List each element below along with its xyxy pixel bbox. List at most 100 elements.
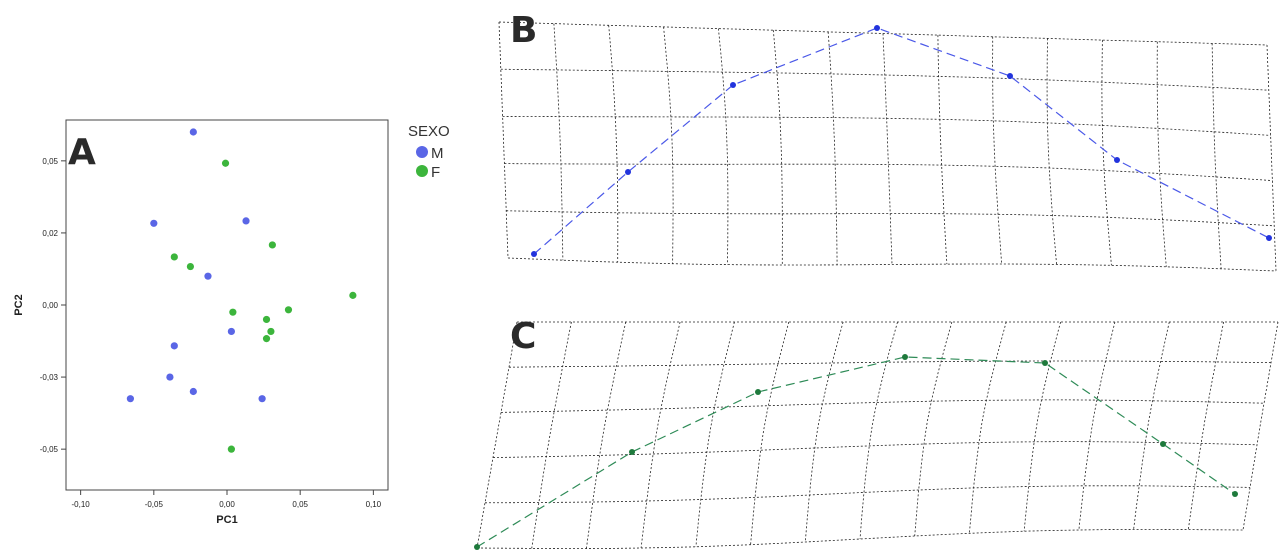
- grid-line: [804, 321, 844, 543]
- x-tick-label: -0,10: [72, 500, 91, 509]
- x-tick-label: -0,05: [145, 500, 164, 509]
- grid-line: [750, 321, 790, 545]
- scatter-point-f: [268, 241, 276, 249]
- scatter-point-f: [262, 335, 271, 343]
- panel-c-deformation-grid: C: [474, 316, 1279, 550]
- legend-title: SEXO: [408, 123, 450, 140]
- landmark-point: [1232, 491, 1238, 497]
- grid-line: [859, 321, 898, 540]
- grid-line: [1156, 41, 1167, 267]
- scatter-point-m: [242, 217, 250, 225]
- landmark-point: [755, 389, 761, 395]
- grid-line: [695, 321, 735, 547]
- scatter-point-f: [170, 253, 178, 261]
- scatter-point-f: [221, 159, 230, 167]
- grid-line: [484, 485, 1251, 504]
- landmark-point: [1114, 157, 1120, 163]
- legend-label-m: M: [431, 145, 444, 162]
- y-tick-label: 0,05: [42, 157, 58, 166]
- y-tick-label: 0,00: [42, 301, 58, 310]
- scatter-point-f: [186, 262, 195, 271]
- grid-line: [508, 360, 1272, 368]
- grid-line: [1242, 321, 1279, 531]
- landmark-points: [531, 25, 1272, 257]
- grid-line: [1187, 321, 1224, 530]
- grid-line: [1046, 38, 1057, 265]
- grid-line: [500, 68, 1269, 91]
- grid-line: [772, 30, 783, 265]
- x-axis-title: PC1: [216, 514, 237, 526]
- panel-b-deformation-grid: B: [498, 10, 1277, 272]
- x-tick-label: 0,05: [292, 500, 308, 509]
- scatter-point-f: [227, 445, 235, 453]
- landmark-point: [1007, 73, 1013, 79]
- scatter-point-m: [258, 395, 266, 403]
- landmark-point: [874, 25, 880, 31]
- y-tick-label: -0,03: [40, 373, 59, 382]
- scatter-point-f: [284, 306, 293, 314]
- grid-line: [553, 23, 564, 261]
- landmark-point: [1266, 235, 1272, 241]
- landmark-outline: [533, 27, 1270, 255]
- scatter-point-m: [227, 327, 235, 336]
- panel-label-a: A: [68, 132, 96, 173]
- scatter-point-m: [166, 373, 174, 381]
- grid-line: [937, 35, 948, 265]
- scatter-point-m: [204, 272, 212, 280]
- grid-line: [882, 33, 893, 265]
- scatter-point-m: [189, 387, 197, 396]
- y-axis-title: PC2: [13, 294, 25, 315]
- landmark-point: [629, 449, 635, 455]
- scatter-point-f: [267, 327, 275, 336]
- legend-marker-m: [416, 146, 428, 158]
- landmark-point: [531, 251, 537, 257]
- grid-line: [586, 321, 627, 549]
- landmark-point: [1042, 360, 1048, 366]
- landmark-outline: [476, 356, 1236, 548]
- grid-line: [1023, 321, 1061, 532]
- plot-area-frame: [65, 119, 389, 491]
- grid-line: [498, 21, 509, 259]
- scatter-point-f: [349, 291, 357, 299]
- grid-line: [1078, 321, 1116, 531]
- panel-a-scatter: -0,10 -0,05 0,00 0,05 0,10 -0,05 -0,03 0,00 0,02…: [13, 119, 450, 526]
- landmark-point: [625, 169, 631, 175]
- grid-line: [531, 321, 572, 549]
- grid-line: [663, 26, 674, 264]
- grid-line: [640, 321, 681, 549]
- scatter-point-m: [126, 395, 134, 403]
- grid-line: [827, 31, 838, 265]
- landmark-point: [730, 82, 736, 88]
- landmark-point: [1160, 441, 1166, 447]
- landmark-point: [902, 354, 908, 360]
- panel-label-b: B: [510, 10, 537, 51]
- x-tick-label: 0,10: [366, 500, 382, 509]
- legend-marker-f: [416, 165, 428, 177]
- grid-lines: [476, 321, 1279, 549]
- grid-line: [1133, 321, 1170, 530]
- x-tick-label: 0,00: [219, 500, 235, 509]
- grid-line: [718, 28, 729, 265]
- grid-line: [914, 321, 953, 537]
- y-tick-label: -0,05: [40, 445, 59, 454]
- panel-label-c: C: [510, 316, 536, 357]
- landmark-point: [474, 544, 480, 550]
- scatter-point-f: [229, 308, 237, 316]
- axis-ticks: -0,10 -0,05 0,00 0,05 0,10 -0,05 -0,03 0,00 0,02…: [40, 157, 382, 509]
- scatter-point-m: [170, 342, 178, 350]
- grid-line: [1266, 44, 1277, 272]
- scatter-points: [126, 128, 357, 453]
- grid-line: [492, 441, 1258, 458]
- scatter-point-m: [189, 128, 197, 136]
- grid-lines: [498, 21, 1277, 272]
- legend-label-f: F: [431, 164, 440, 181]
- grid-line: [507, 257, 1277, 272]
- scatter-point-f: [262, 315, 271, 324]
- grid-line: [1211, 43, 1222, 269]
- grid-line: [500, 399, 1265, 413]
- grid-line: [969, 321, 1007, 534]
- scatter-point-m: [150, 219, 158, 227]
- grid-line: [1101, 40, 1112, 266]
- grid-line: [992, 36, 1003, 265]
